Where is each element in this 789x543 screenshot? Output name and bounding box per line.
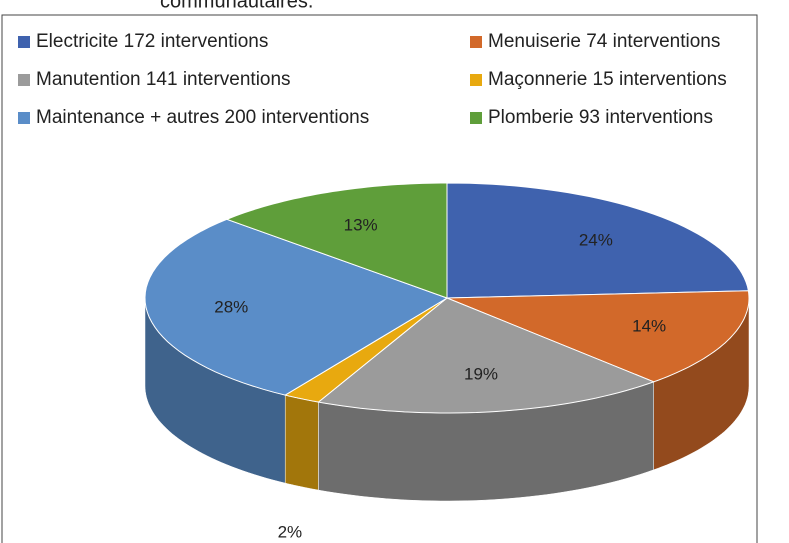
data-label: 14% [632, 316, 666, 335]
legend-label: Electricite 172 interventions [36, 31, 268, 52]
chart-frame [1, 14, 758, 543]
slice [144, 218, 449, 396]
data-label: 2% [278, 522, 303, 541]
legend-swatch [18, 36, 30, 48]
legend-swatch [470, 74, 482, 86]
data-label: 13% [344, 216, 378, 235]
slice [446, 182, 750, 299]
slice [225, 182, 448, 299]
legend-label: Maintenance + autres 200 interventions [36, 107, 369, 128]
caption: communautaires. [160, 0, 313, 12]
legend-swatch [470, 36, 482, 48]
legend-label: Plomberie 93 interventions [488, 107, 713, 128]
legend-swatch [18, 74, 30, 86]
slice [446, 290, 750, 383]
legend-swatch [18, 112, 30, 124]
legend-swatch [470, 112, 482, 124]
legend-label: Menuiserie 74 interventions [488, 31, 720, 52]
slice-side [284, 394, 319, 491]
legend-label: Maçonnerie 15 interventions [488, 69, 727, 90]
data-label: 24% [579, 230, 613, 249]
slice [283, 297, 448, 403]
data-label: 19% [464, 365, 498, 384]
data-label: 28% [214, 297, 248, 316]
slice [317, 297, 656, 414]
legend-label: Manutention 141 interventions [36, 69, 291, 90]
